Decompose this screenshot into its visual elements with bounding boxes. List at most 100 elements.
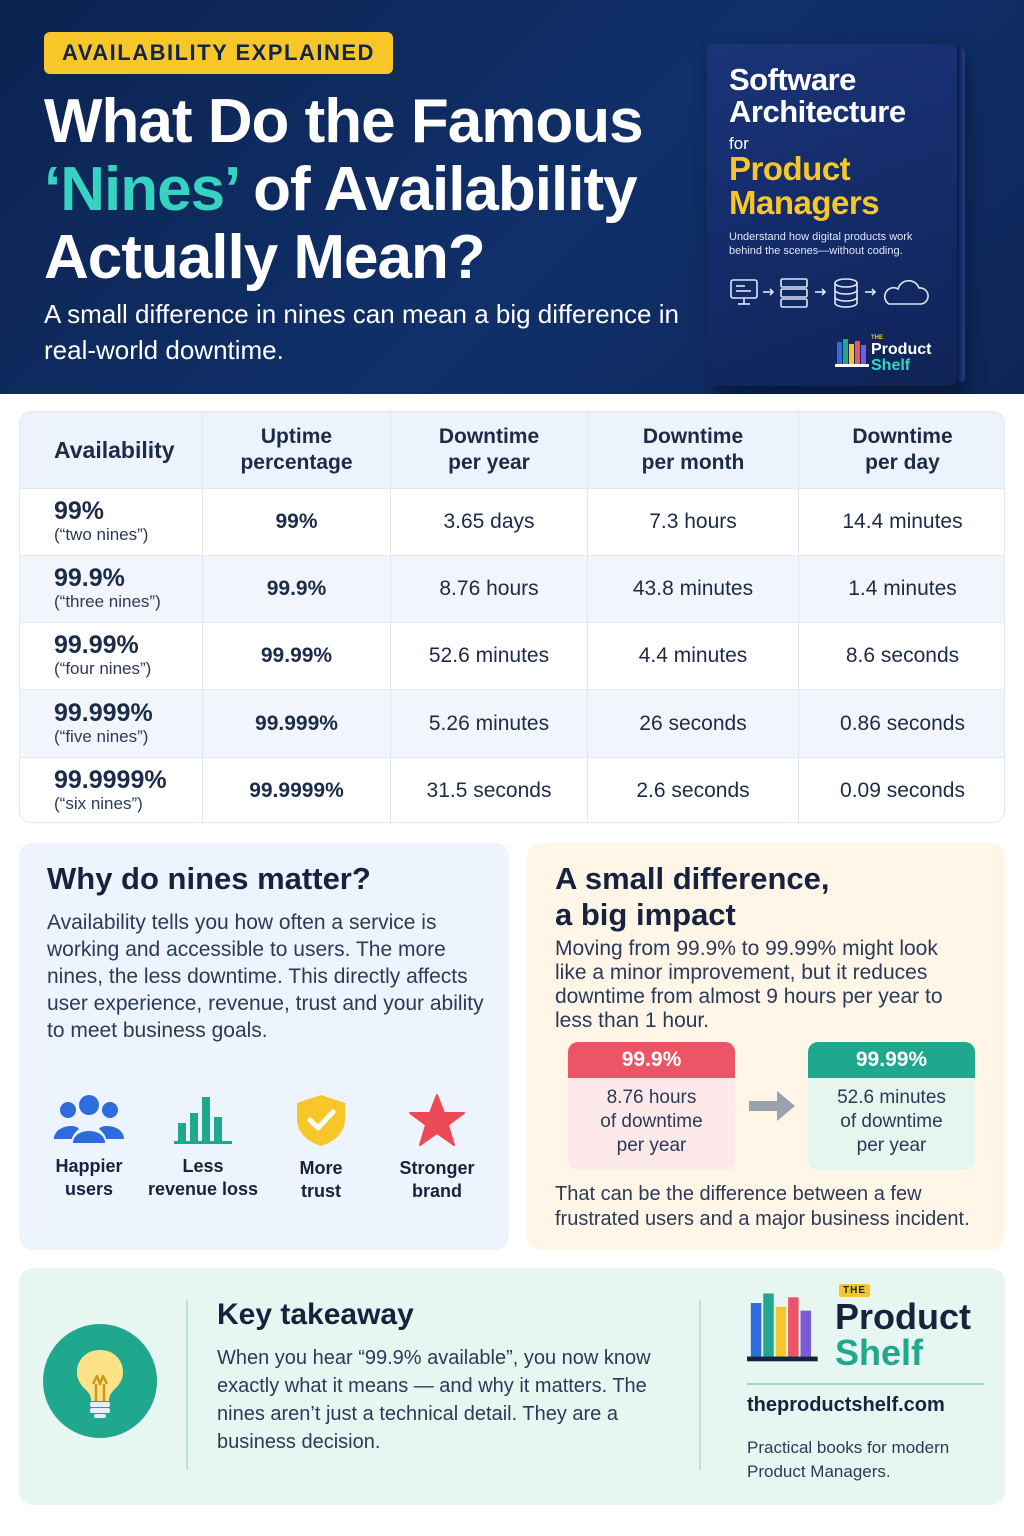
header-downtime-year: Downtime per year — [391, 412, 588, 488]
database-icon — [834, 278, 858, 308]
cell-availability: 99% (“two nines”) — [20, 489, 203, 555]
header-availability: Availability — [20, 412, 203, 488]
lightbulb-badge — [43, 1324, 157, 1438]
benefit-line2: trust — [301, 1181, 341, 1201]
brand-word-shelf: Shelf — [835, 1332, 924, 1373]
header-uptime-l2: percentage — [240, 451, 353, 474]
table-row: 99.9999% (“six nines”) 99.9999% 31.5 sec… — [20, 757, 1004, 822]
benefit-stronger-brand: Stronger brand — [377, 1093, 497, 1203]
comparison-text: 8.76 hours of downtime per year — [568, 1078, 735, 1158]
cell-availability: 99.99% (“four nines”) — [20, 623, 203, 689]
benefit-label: More trust — [261, 1157, 381, 1203]
cell-downtime-year: 52.6 minutes — [391, 623, 588, 689]
key-takeaway-panel: Key takeaway When you hear “99.9% availa… — [19, 1268, 1005, 1505]
cell-downtime-day: 0.86 seconds — [840, 711, 965, 735]
brand-url-link[interactable]: theproductshelf.com — [747, 1394, 945, 1416]
cell-uptime: 99% — [203, 489, 391, 555]
cell-availability: 99.999% (“five nines”) — [20, 690, 203, 757]
arrow-right-icon — [763, 288, 775, 296]
cell-downtime-day: 1.4 minutes — [848, 577, 957, 600]
comparison-line1: 8.76 hours — [606, 1087, 697, 1108]
cloud-icon — [883, 279, 929, 305]
users-icon — [54, 1095, 124, 1143]
brand-tagline: Practical books for modern Product Manag… — [747, 1438, 950, 1481]
book-title-word-software: Software — [729, 62, 856, 97]
book-title-top: Software Architecture — [729, 64, 906, 128]
comparison-card-after: 99.99% 52.6 minutes of downtime per year — [808, 1042, 975, 1170]
eyebrow-badge: AVAILABILITY EXPLAINED — [44, 32, 393, 74]
availability-nickname: (“three nines”) — [54, 592, 161, 611]
comparison-text: 52.6 minutes of downtime per year — [808, 1078, 975, 1158]
book-logo-text: THE Product Shelf — [871, 334, 931, 374]
book-title-bottom: Product Managers — [729, 150, 880, 220]
header-downtime-month: Downtime per month — [588, 412, 799, 488]
table-header-row: Availability Uptime percentage Downtime pe… — [20, 412, 1004, 488]
book-cover[interactable]: Software Architecture for Product Manage… — [707, 44, 965, 386]
table-row: 99.999% (“five nines”) 99.999% 5.26 minu… — [20, 689, 1004, 757]
table-row: 99.99% (“four nines”) 99.99% 52.6 minute… — [20, 622, 1004, 689]
cell-downtime-year: 5.26 minutes — [391, 690, 588, 757]
cell-downtime-day: 8.6 seconds — [845, 644, 960, 667]
cell-uptime: 99.9999% — [203, 758, 391, 822]
benefit-line2: brand — [411, 1181, 462, 1201]
benefit-line1: Less — [182, 1156, 224, 1176]
benefit-line1: Happier — [55, 1156, 123, 1176]
product-shelf-logo-icon[interactable] — [747, 1282, 833, 1368]
cell-downtime-month: 7.3 hours — [588, 489, 799, 555]
header-year-l1: Downtime — [438, 425, 540, 448]
book-description: Understand how digital products work beh… — [729, 231, 913, 257]
cell-uptime: 99.99% — [203, 623, 391, 689]
benefit-line2: users — [64, 1179, 114, 1199]
book-logo-word1: Product — [871, 341, 932, 358]
bookshelf-icon — [835, 339, 869, 367]
cell-downtime-month: 26 seconds — [588, 690, 799, 757]
cell-downtime-month: 4.4 minutes — [588, 623, 799, 689]
impact-panel: A small difference, a big impact Moving … — [527, 843, 1005, 1250]
why-nines-panel: Why do nines matter? Availability tells … — [19, 843, 509, 1250]
availability-value: 99.99% — [54, 631, 139, 659]
benefit-more-trust: More trust — [261, 1093, 381, 1203]
hero-banner: AVAILABILITY EXPLAINED What Do the Famou… — [0, 0, 1024, 394]
cell-downtime-day: 0.09 seconds — [840, 779, 965, 802]
benefit-line2: revenue loss — [147, 1179, 259, 1199]
availability-nickname: (“six nines”) — [54, 794, 143, 813]
divider — [186, 1300, 188, 1470]
book-title-word-product: Product — [729, 150, 851, 187]
book-title-for: for — [729, 134, 749, 153]
comparison-line3: per year — [616, 1135, 687, 1156]
header-availability-text: Availability — [54, 437, 175, 463]
benefit-label: Stronger brand — [377, 1157, 497, 1203]
benefit-line1: More — [299, 1158, 343, 1178]
cell-downtime-day: 14.4 minutes — [842, 510, 963, 533]
header-uptime: Uptime percentage — [203, 412, 391, 488]
table-row: 99% (“two nines”) 99% 3.65 days 7.3 hour… — [20, 488, 1004, 555]
benefit-happier-users: Happier users — [29, 1093, 149, 1201]
comparison-card-before: 99.9% 8.76 hours of downtime per year — [568, 1042, 735, 1170]
impact-title-line1: A small difference, — [555, 861, 830, 896]
comparison-label: 99.99% — [808, 1042, 975, 1078]
book-publisher-logo: THE Product Shelf — [835, 332, 945, 376]
takeaway-body: When you hear “99.9% available”, you now… — [217, 1347, 651, 1453]
title-line-1: What Do the Famous — [44, 87, 644, 156]
brand-the: THE — [839, 1284, 870, 1297]
cell-downtime-month: 2.6 seconds — [588, 758, 799, 822]
divider — [747, 1383, 984, 1385]
header-month-l1: Downtime — [642, 425, 744, 448]
availability-table: Availability Uptime percentage Downtime pe… — [19, 411, 1005, 823]
availability-value: 99.999% — [54, 698, 153, 727]
comparison-line2: of downtime — [600, 1111, 703, 1132]
arrow-right-icon — [865, 288, 877, 296]
divider — [699, 1300, 701, 1470]
lightbulb-icon — [77, 1350, 123, 1418]
availability-value: 99.9999% — [54, 766, 167, 794]
availability-value: 99.9% — [54, 564, 125, 592]
header-day-l2: per day — [865, 451, 940, 474]
book-architecture-icons — [730, 278, 929, 308]
page-subtitle: A small difference in nines can mean a b… — [44, 299, 679, 365]
header-downtime-day: Downtime per day — [799, 412, 1004, 488]
availability-nickname: (“five nines”) — [54, 726, 149, 746]
benefit-less-revenue-loss: Less revenue loss — [143, 1093, 263, 1201]
brand-word-product: Product — [835, 1296, 972, 1337]
shield-check-icon — [297, 1095, 345, 1146]
table-row: 99.9% (“three nines”) 99.9% 8.76 hours 4… — [20, 555, 1004, 622]
